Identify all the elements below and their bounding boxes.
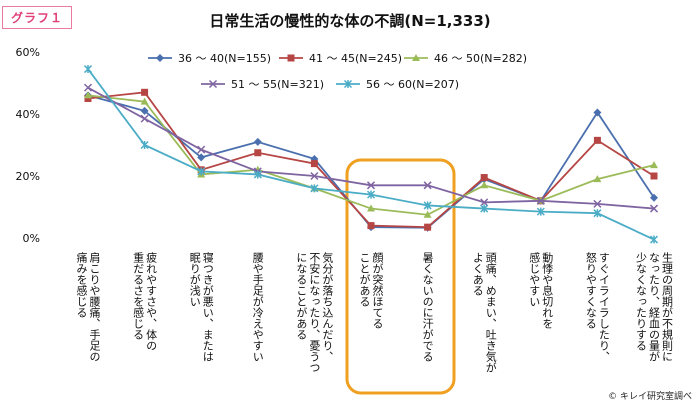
data-point <box>197 167 206 176</box>
data-point <box>649 235 659 244</box>
category-label: 寝つきが悪い、または 眠りが浅い <box>188 252 215 362</box>
data-point <box>84 91 92 99</box>
data-point <box>84 95 92 102</box>
category-label: 暑くないのに汗がでる <box>421 252 435 362</box>
chart-badge: グラフ１ <box>2 6 73 29</box>
data-point <box>141 88 149 96</box>
data-point <box>424 223 432 231</box>
data-point <box>254 149 262 157</box>
data-point <box>140 97 149 105</box>
category-label: 頭痛、めまい、吐き気が よくある <box>471 252 498 373</box>
chart-title: 日常生活の慢性的な体の不調(N=1,333) <box>209 12 491 30</box>
data-point <box>197 145 206 154</box>
category-label: 疲れやすさや、体の 重だるさを感じる <box>131 252 158 351</box>
legend-label: 56 ～ 60(N=207) <box>366 78 459 91</box>
data-point <box>423 181 432 190</box>
data-point <box>366 190 376 199</box>
category-label: 動悸や息切れを 感じやすい <box>527 252 554 329</box>
data-point <box>140 106 149 115</box>
data-point <box>310 184 319 193</box>
source-credit: © キレイ研究室調べ <box>608 392 692 402</box>
data-point <box>140 114 149 123</box>
data-point <box>310 171 319 181</box>
data-point <box>593 108 602 117</box>
category-label: 腰や手足が冷えやすい <box>251 252 265 362</box>
legend-label: 36 ～ 40(N=155) <box>178 52 271 65</box>
data-point <box>593 175 602 183</box>
data-point <box>650 161 658 169</box>
data-point <box>593 209 602 218</box>
category-label: 生理の周期が不規則に なったり、経血の量が 少なくなったりする <box>634 252 674 362</box>
data-point <box>367 204 375 212</box>
legend-marker <box>343 79 353 89</box>
category-label: すぐイライラしたり、 怒りやすくなる <box>584 252 611 362</box>
data-point <box>649 204 659 213</box>
data-point <box>480 181 489 189</box>
legend-label: 46 ～ 50(N=282) <box>434 52 527 65</box>
legend-marker <box>156 54 164 62</box>
data-point <box>197 153 206 162</box>
data-point <box>367 222 375 230</box>
data-point <box>480 174 488 182</box>
y-tick-label: 20% <box>16 170 40 183</box>
highlight-box <box>345 158 456 395</box>
data-point <box>650 193 658 202</box>
data-point <box>423 201 432 210</box>
data-point <box>366 181 376 190</box>
legend-marker <box>412 54 420 61</box>
legend-marker <box>208 79 218 89</box>
legend-label: 51 ～ 55(N=321) <box>231 78 324 91</box>
data-point <box>536 207 545 216</box>
category-label: 肩こりや腰痛、手足の 痛みを感じる <box>75 252 101 362</box>
data-point <box>536 196 545 205</box>
data-point <box>423 210 432 218</box>
data-point <box>593 136 601 144</box>
data-point <box>140 140 149 150</box>
data-point <box>310 160 318 168</box>
data-point <box>593 199 602 208</box>
data-point <box>83 65 93 74</box>
legend-marker <box>287 54 295 62</box>
data-point <box>83 83 93 92</box>
data-point <box>253 170 262 179</box>
data-point <box>650 172 658 180</box>
series-line-5 <box>87 68 655 241</box>
category-label: 顔が突然ほてる ことがある <box>358 252 384 329</box>
y-tick-label: 60% <box>16 46 40 59</box>
data-point <box>480 204 489 213</box>
legend-label: 41 ～ 45(N=245) <box>309 52 402 65</box>
y-tick-label: 0% <box>23 232 40 245</box>
category-label: 気分が落ち込んだり、 不安になったり、憂うつ になることがある <box>294 252 334 373</box>
data-point <box>253 137 262 146</box>
data-point <box>480 198 489 207</box>
y-tick-label: 40% <box>16 108 40 121</box>
